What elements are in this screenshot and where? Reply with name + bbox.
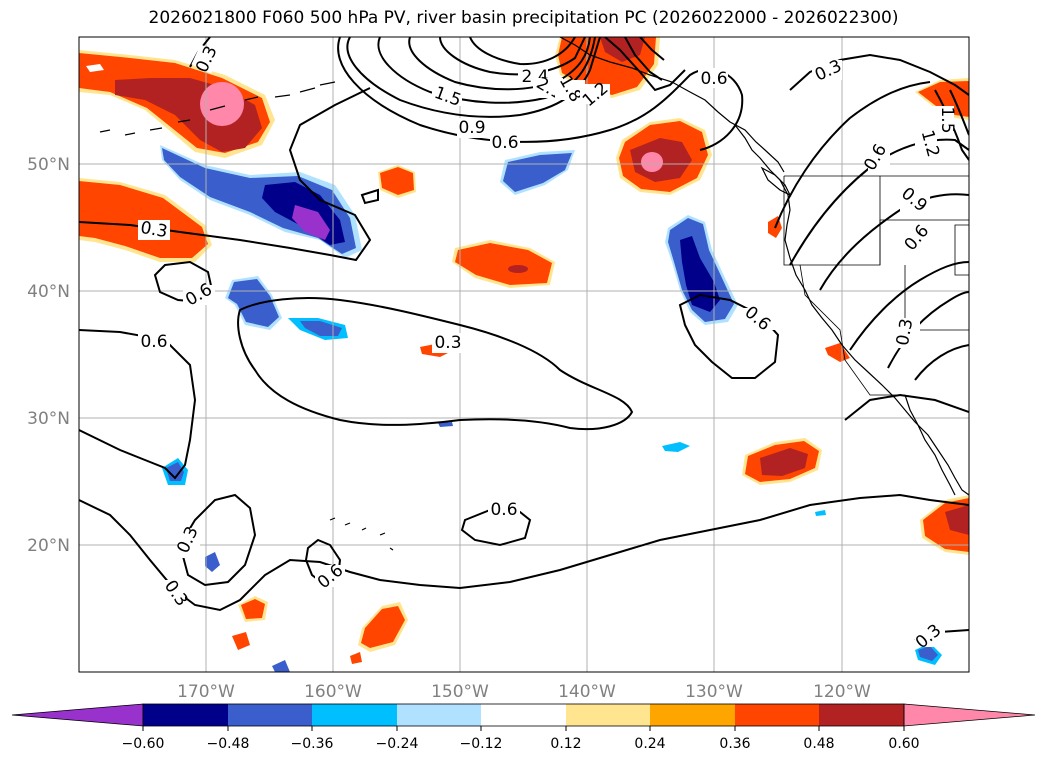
pv-contour-label: 0.3 bbox=[893, 317, 917, 347]
pv-contour bbox=[79, 87, 372, 262]
precip-blob-positive bbox=[232, 632, 250, 650]
pv-contour bbox=[408, 37, 591, 91]
lon-label-140w: 140°W bbox=[558, 682, 616, 702]
precip-blob-positive bbox=[760, 448, 808, 476]
lat-label-30n: 30°N bbox=[27, 409, 70, 429]
colorbar-segment bbox=[397, 704, 481, 726]
map-title: 2026021800 F060 500 hPa PV, river basin … bbox=[148, 8, 899, 28]
map-frame bbox=[78, 36, 970, 673]
pv-contour-label: 0.3 bbox=[434, 333, 461, 353]
colorbar-tick-label: 0.60 bbox=[888, 736, 919, 752]
lat-label-40n: 40°N bbox=[27, 282, 70, 302]
lat-label-20n: 20°N bbox=[27, 536, 70, 556]
precip-blob-negative bbox=[918, 646, 938, 661]
precip-blob-negative bbox=[815, 510, 826, 516]
lon-label-160w: 160°W bbox=[304, 682, 362, 702]
pv-contour bbox=[337, 37, 744, 151]
colorbar-segment bbox=[735, 704, 819, 726]
pv-contour-label: 0.6 bbox=[140, 332, 167, 352]
pv-contour-label: 0.6 bbox=[490, 500, 517, 520]
pv-contour bbox=[377, 37, 596, 104]
pv-contour bbox=[439, 37, 586, 76]
colorbar-tick-label: −0.60 bbox=[122, 736, 165, 752]
alaska-coast bbox=[559, 37, 785, 173]
colorbar-tick-label: −0.48 bbox=[207, 736, 250, 752]
precip-blob-negative bbox=[300, 321, 342, 336]
precip-blob-positive bbox=[79, 181, 208, 258]
colorbar-segment bbox=[819, 704, 904, 726]
pv-contour bbox=[678, 293, 780, 379]
lon-label-120w: 120°W bbox=[813, 682, 871, 702]
colorbar-tick-label: −0.36 bbox=[291, 736, 334, 752]
pv-contour bbox=[844, 393, 969, 421]
precip-blob-negative bbox=[205, 552, 220, 572]
precip-blob-positive bbox=[361, 606, 405, 648]
pv-contour-label: 0.6 bbox=[491, 133, 518, 153]
precip-blob-negative bbox=[272, 660, 290, 672]
pv-contour bbox=[178, 493, 257, 587]
colorbar-segment bbox=[650, 704, 735, 726]
colorbar-segment bbox=[143, 704, 228, 726]
colorbar-tick-label: 0.24 bbox=[634, 736, 665, 752]
lon-label-150w: 150°W bbox=[431, 682, 489, 702]
lat-label-50n: 50°N bbox=[27, 155, 70, 175]
pv-contour-label: 0.9 bbox=[458, 118, 485, 138]
colorbar-extend-high bbox=[903, 703, 1036, 727]
coastlines bbox=[99, 37, 969, 551]
pv-contour bbox=[819, 193, 969, 291]
precip-blob-negative bbox=[680, 236, 720, 312]
pv-contour bbox=[469, 37, 576, 66]
colorbar-tick-label: −0.12 bbox=[460, 736, 503, 752]
hawaii-islands bbox=[329, 517, 394, 551]
colorbar-frame bbox=[142, 703, 905, 727]
pv-contour bbox=[949, 89, 969, 136]
precip-blob-positive bbox=[200, 82, 244, 126]
colorbar-tick-label: 0.48 bbox=[803, 736, 834, 752]
pv-contour bbox=[624, 37, 663, 81]
precip-blob-positive bbox=[945, 505, 969, 535]
pv-contour-label: 0.6 bbox=[700, 69, 727, 89]
colorbar-extend-low bbox=[11, 703, 144, 727]
precip-blob-positive bbox=[380, 167, 414, 195]
precip-blob-positive bbox=[918, 81, 969, 117]
colorbar-segment bbox=[228, 704, 312, 726]
pv-contour-label: 0.3 bbox=[139, 218, 169, 242]
precip-blob-negative bbox=[438, 422, 453, 427]
precip-blob-positive bbox=[825, 343, 850, 362]
pv-contour bbox=[360, 188, 379, 205]
gridlines bbox=[79, 37, 969, 672]
baja-coast bbox=[904, 394, 956, 496]
lon-label-130w: 130°W bbox=[685, 682, 743, 702]
precip-blob-positive bbox=[86, 64, 104, 72]
colorbar-tick-label: −0.24 bbox=[376, 736, 419, 752]
colorbar-tick-label: 0.12 bbox=[550, 736, 581, 752]
precip-blob-negative bbox=[662, 442, 690, 452]
lon-label-170w: 170°W bbox=[177, 682, 235, 702]
precip-blob-negative bbox=[292, 205, 330, 240]
precip-blob-negative bbox=[503, 153, 572, 192]
aleutian-islands bbox=[99, 81, 336, 136]
colorbar-tick-label: 0.36 bbox=[719, 736, 750, 752]
colorbar-segment bbox=[481, 704, 566, 726]
pv-contour-label: 1.5 bbox=[937, 106, 957, 133]
precip-blob-positive bbox=[350, 652, 362, 664]
latitude-labels: 50°N 40°N 30°N 20°N bbox=[27, 155, 70, 556]
colorbar-segment bbox=[566, 704, 650, 726]
precip-blob-positive bbox=[455, 243, 552, 285]
pv-contour bbox=[604, 37, 686, 92]
colorbar-segment bbox=[312, 704, 397, 726]
precip-blob-negative bbox=[166, 462, 184, 481]
pv-contour bbox=[849, 261, 969, 351]
pv-contour bbox=[639, 37, 665, 61]
precip-shading bbox=[79, 37, 969, 672]
longitude-labels: 170°W 160°W 150°W 140°W 130°W 120°W bbox=[177, 682, 871, 702]
pv-contour bbox=[774, 81, 931, 229]
precip-blob-positive bbox=[241, 599, 265, 619]
pv-contour bbox=[237, 297, 634, 431]
colorbar: −0.60 −0.48 −0.36 −0.24 −0.12 0.12 0.24 … bbox=[11, 703, 1036, 752]
pv-contour bbox=[914, 344, 969, 381]
